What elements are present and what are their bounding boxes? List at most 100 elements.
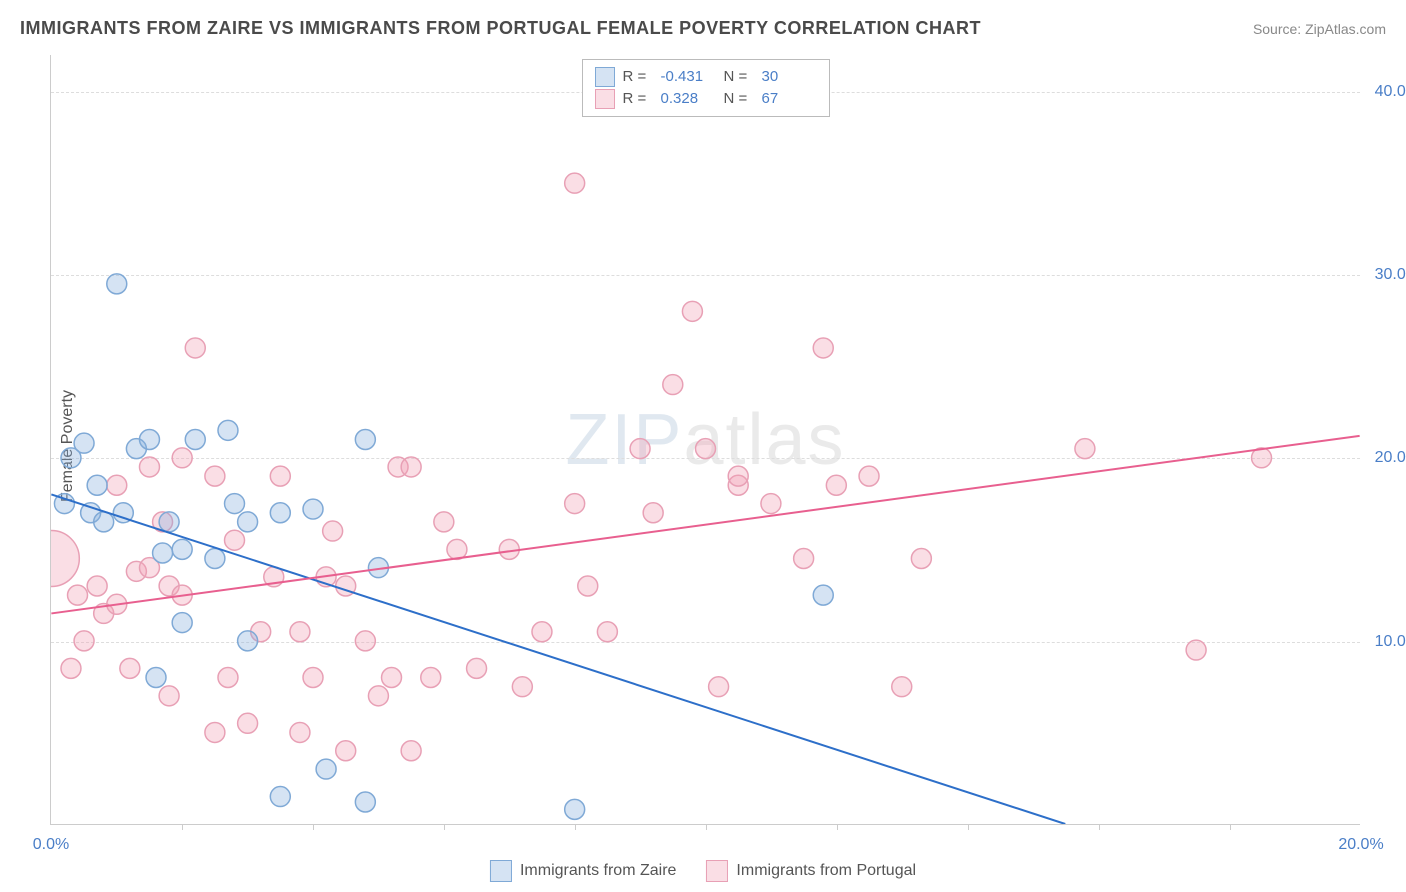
correlation-legend: R = -0.431 N = 30 R = 0.328 N = 67 (582, 59, 830, 117)
scatter-point (94, 512, 114, 532)
chart-plot-area: ZIPatlas R = -0.431 N = 30 R = 0.328 N =… (50, 55, 1360, 825)
scatter-point (126, 561, 146, 581)
scatter-point (185, 430, 205, 450)
scatter-point (159, 686, 179, 706)
x-tick-mark (968, 824, 969, 830)
scatter-point (303, 499, 323, 519)
scatter-point (74, 433, 94, 453)
chart-title: IMMIGRANTS FROM ZAIRE VS IMMIGRANTS FROM… (20, 18, 981, 39)
gridline-h (51, 458, 1360, 459)
gridline-h (51, 275, 1360, 276)
scatter-point (205, 466, 225, 486)
scatter-point (401, 457, 421, 477)
scatter-point (159, 512, 179, 532)
scatter-point (630, 439, 650, 459)
scatter-point (892, 677, 912, 697)
y-tick-label: 10.0% (1375, 633, 1406, 651)
scatter-point (794, 549, 814, 569)
source-attribution: Source: ZipAtlas.com (1253, 21, 1386, 37)
scatter-point (1186, 640, 1206, 660)
legend-swatch-zaire (490, 860, 512, 882)
x-tick-mark (1099, 824, 1100, 830)
x-tick-mark (1230, 824, 1231, 830)
legend-swatch-zaire (595, 67, 615, 87)
legend-swatch-portugal (595, 89, 615, 109)
scatter-point (728, 466, 748, 486)
gridline-h (51, 642, 1360, 643)
scatter-point (139, 430, 159, 450)
scatter-point (218, 668, 238, 688)
scatter-point (859, 466, 879, 486)
scatter-point (565, 799, 585, 819)
scatter-point (120, 658, 140, 678)
scatter-point (709, 677, 729, 697)
x-tick-mark (706, 824, 707, 830)
scatter-point (401, 741, 421, 761)
scatter-point (316, 567, 336, 587)
scatter-point (87, 576, 107, 596)
scatter-point (270, 503, 290, 523)
watermark: ZIPatlas (565, 399, 845, 481)
scatter-point (270, 466, 290, 486)
series-legend: Immigrants from Zaire Immigrants from Po… (490, 860, 916, 882)
legend-swatch-portugal (706, 860, 728, 882)
scatter-point (421, 668, 441, 688)
scatter-point (761, 494, 781, 514)
scatter-point-large (51, 531, 79, 587)
scatter-point (696, 439, 716, 459)
scatter-point (205, 722, 225, 742)
scatter-point (467, 658, 487, 678)
x-tick-mark (182, 824, 183, 830)
x-tick-mark (575, 824, 576, 830)
x-tick-mark (837, 824, 838, 830)
scatter-point (172, 585, 192, 605)
scatter-point (87, 475, 107, 495)
x-tick-label: 20.0% (1338, 836, 1383, 854)
legend-item-portugal: Immigrants from Portugal (706, 860, 916, 882)
scatter-point (643, 503, 663, 523)
scatter-point (434, 512, 454, 532)
scatter-point (565, 173, 585, 193)
scatter-point (290, 722, 310, 742)
scatter-point (1075, 439, 1095, 459)
scatter-point (565, 494, 585, 514)
scatter-point (578, 576, 598, 596)
scatter-point (238, 713, 258, 733)
y-tick-label: 40.0% (1375, 83, 1406, 101)
scatter-point (532, 622, 552, 642)
scatter-point (682, 301, 702, 321)
legend-row-zaire: R = -0.431 N = 30 (595, 66, 817, 88)
legend-row-portugal: R = 0.328 N = 67 (595, 88, 817, 110)
scatter-point (826, 475, 846, 495)
scatter-point (153, 543, 173, 563)
scatter-point (238, 512, 258, 532)
scatter-point (388, 457, 408, 477)
scatter-point (303, 668, 323, 688)
scatter-point (107, 594, 127, 614)
scatter-point (172, 539, 192, 559)
scatter-point (225, 530, 245, 550)
scatter-point (270, 787, 290, 807)
scatter-point (139, 558, 159, 578)
scatter-point (159, 576, 179, 596)
trendline (51, 494, 1065, 824)
x-tick-label: 0.0% (33, 836, 69, 854)
scatter-point (382, 668, 402, 688)
y-tick-label: 30.0% (1375, 266, 1406, 284)
scatter-point (368, 686, 388, 706)
scatter-point (355, 792, 375, 812)
scatter-point (512, 677, 532, 697)
scatter-point (728, 475, 748, 495)
scatter-point (597, 622, 617, 642)
scatter-point (663, 375, 683, 395)
scatter-point (107, 475, 127, 495)
scatter-point (139, 457, 159, 477)
scatter-point (813, 338, 833, 358)
scatter-point (911, 549, 931, 569)
legend-item-zaire: Immigrants from Zaire (490, 860, 676, 882)
scatter-point (368, 558, 388, 578)
scatter-point (499, 539, 519, 559)
scatter-point (61, 658, 81, 678)
scatter-point (81, 503, 101, 523)
scatter-point (316, 759, 336, 779)
